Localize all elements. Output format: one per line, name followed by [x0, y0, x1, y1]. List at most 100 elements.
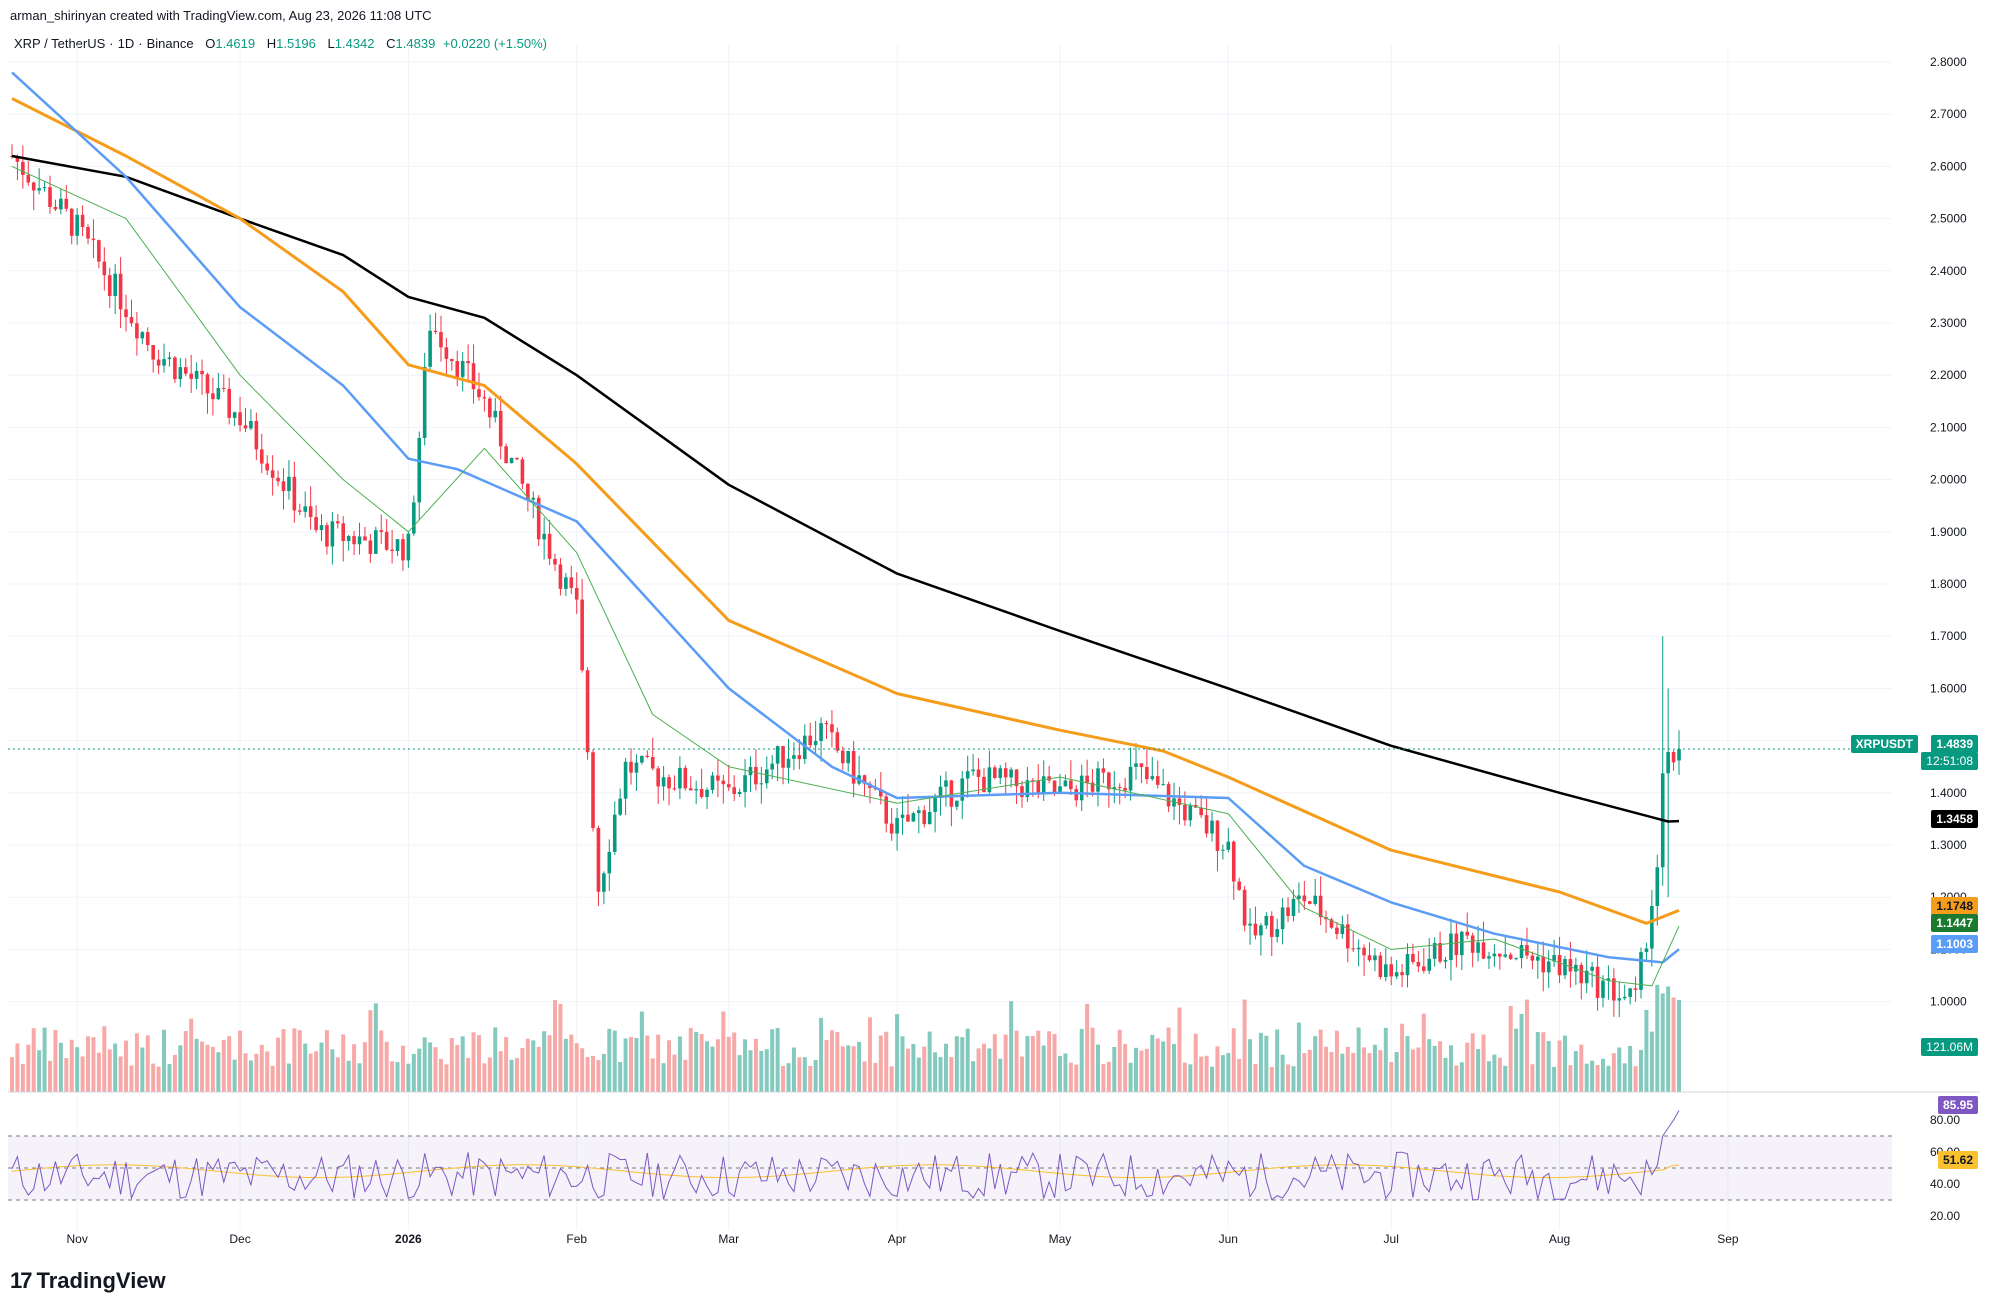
ma200-badge: 1.3458: [1931, 810, 1978, 828]
candle-body: [1177, 798, 1182, 805]
volume-bar: [808, 1065, 813, 1092]
volume-bar: [667, 1040, 672, 1092]
candle-body: [569, 577, 574, 588]
candlestick-series: [10, 144, 1681, 1017]
volume-bar: [1096, 1044, 1100, 1092]
candle-body: [1340, 924, 1345, 935]
candle-body: [145, 332, 150, 346]
volume-bar: [1340, 1053, 1345, 1092]
volume-bar: [862, 1061, 867, 1092]
tradingview-logo[interactable]: 17 TradingView: [10, 1268, 166, 1294]
candle-body: [835, 732, 840, 751]
candle-body: [1150, 776, 1155, 780]
ma-line: [11, 71, 1680, 964]
candle-body: [1302, 895, 1307, 902]
volume-bar: [1649, 1031, 1654, 1092]
volume-bar: [601, 1053, 606, 1092]
candle-body: [1454, 933, 1459, 956]
volume-bar: [1356, 1027, 1361, 1092]
volume-bar: [569, 1034, 574, 1092]
candle-body: [1009, 769, 1013, 778]
candle-body: [194, 370, 199, 379]
volume-bar: [64, 1058, 69, 1092]
volume-bar: [10, 1057, 14, 1092]
volume-bar: [1047, 1031, 1052, 1092]
volume-bar: [1155, 1038, 1160, 1092]
volume-bar: [129, 1065, 134, 1092]
volume-bar: [1514, 1028, 1519, 1092]
volume-bar: [1068, 1062, 1073, 1092]
volume-bar: [390, 1061, 395, 1092]
volume-bar: [303, 1043, 308, 1092]
volume-bar: [645, 1035, 650, 1092]
volume-bar: [1139, 1050, 1144, 1092]
price-tick-label: 1.0000: [1930, 995, 1967, 1009]
candle-body: [1568, 959, 1573, 972]
volume-bar: [1655, 984, 1660, 1092]
candle-body: [1090, 782, 1095, 792]
volume-bar: [775, 1028, 780, 1092]
candle-body: [574, 587, 579, 600]
volume-bar: [732, 1032, 737, 1092]
candle-body: [1041, 776, 1046, 793]
candle-body: [1063, 780, 1068, 787]
candle-body: [1345, 924, 1350, 949]
candle-body: [211, 393, 215, 400]
candle-body: [254, 421, 259, 450]
rsi-tick-label: 80.00: [1930, 1113, 1960, 1127]
volume-bar: [1671, 997, 1676, 1092]
volume-bar: [1264, 1035, 1269, 1092]
volume-bar: [895, 1014, 900, 1092]
candle-body: [1237, 881, 1241, 890]
volume-bar: [509, 1059, 514, 1092]
volume-bar: [1036, 1030, 1041, 1092]
candle-body: [1622, 996, 1627, 999]
candle-body: [1617, 998, 1622, 1001]
volume-bar: [889, 1066, 894, 1092]
price-tick-label: 2.5000: [1930, 212, 1967, 226]
candle-body: [1438, 943, 1442, 962]
candle-body: [792, 755, 796, 759]
volume-bar: [694, 1032, 699, 1092]
rsi-ma-badge: 51.62: [1937, 1151, 1978, 1169]
volume-bar: [1291, 1066, 1296, 1092]
price-tick-label: 2.2000: [1930, 368, 1967, 382]
volume-bar: [623, 1038, 628, 1092]
volume-bar: [324, 1030, 329, 1092]
candle-body: [1269, 915, 1274, 937]
open-value: 1.4619: [215, 36, 256, 51]
volume-bar: [1123, 1043, 1128, 1092]
volume-bar: [1666, 986, 1671, 1092]
time-tick-label: Aug: [1549, 1232, 1570, 1246]
candle-body: [205, 374, 210, 394]
candle-body: [308, 506, 313, 518]
candle-body: [770, 763, 774, 770]
candle-body: [1003, 768, 1008, 778]
volume-bar: [216, 1052, 221, 1092]
candle-body: [580, 599, 584, 671]
candle-body: [97, 240, 101, 262]
volume-bar: [1193, 1033, 1198, 1092]
volume-bar: [1410, 1049, 1415, 1092]
volume-bar: [802, 1057, 807, 1092]
volume-bar: [1448, 1045, 1453, 1092]
volume-bar: [428, 1042, 433, 1092]
price-tick-label: 2.4000: [1930, 264, 1967, 278]
volume-bar: [194, 1038, 199, 1092]
candle-body: [140, 332, 145, 339]
volume-bar: [1182, 1062, 1187, 1092]
volume-bar: [373, 1003, 378, 1092]
volume-bar: [205, 1044, 210, 1092]
candle-body: [466, 361, 470, 364]
volume-bar: [672, 1054, 677, 1092]
volume-bar: [335, 1057, 340, 1092]
candle-body: [596, 828, 601, 892]
candle-body: [922, 810, 927, 825]
volume-bar: [1144, 1048, 1149, 1092]
candle-body: [455, 361, 460, 377]
symbol-legend[interactable]: XRP / TetherUS · 1D · Binance O1.4619 H1.519…: [14, 36, 547, 51]
candle-body: [91, 238, 96, 241]
candle-body: [374, 530, 378, 554]
candle-body: [1356, 947, 1361, 950]
